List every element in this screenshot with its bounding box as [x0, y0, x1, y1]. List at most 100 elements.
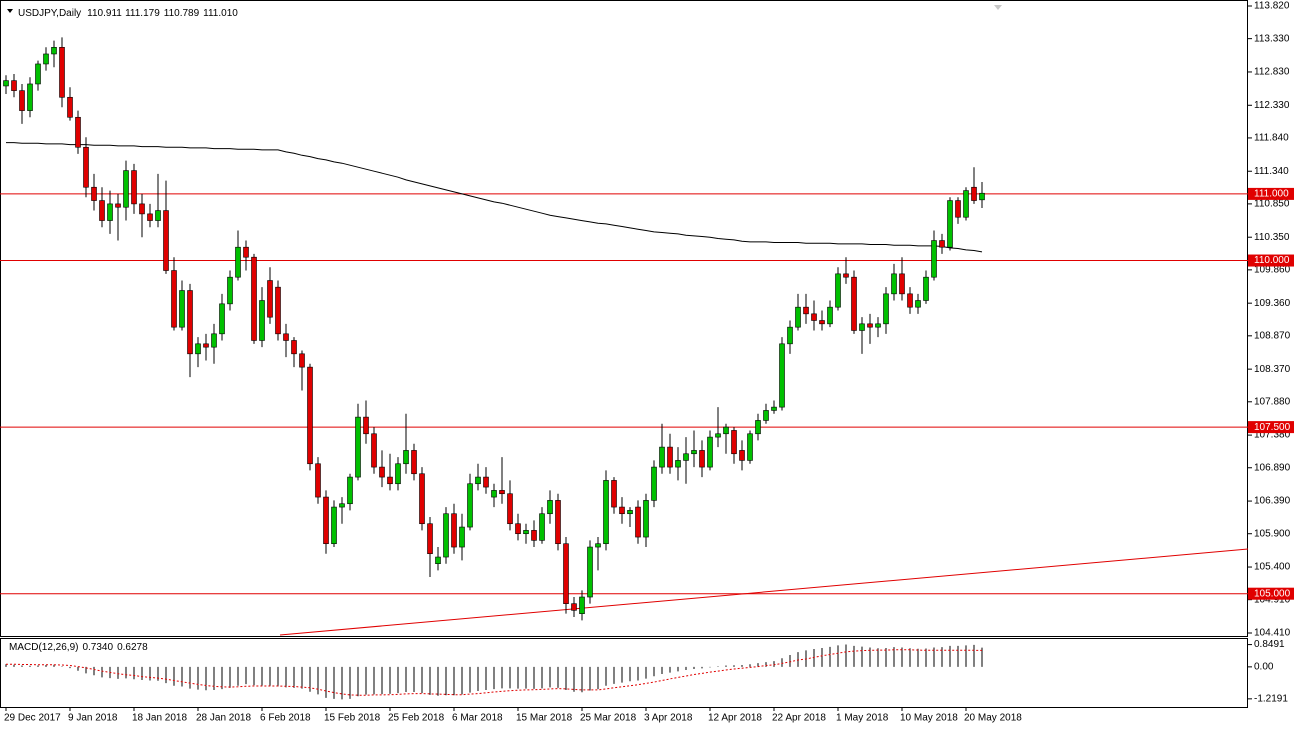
- candle-body: [147, 213, 153, 221]
- candle-body: [331, 506, 337, 545]
- macd-y-tick-label: -1.2191: [1254, 693, 1288, 704]
- level-label-box: [1248, 187, 1294, 200]
- candle-body: [819, 320, 825, 325]
- candle-body: [971, 186, 977, 201]
- candle-body: [555, 500, 561, 545]
- candle-body: [875, 323, 881, 328]
- candle-body: [539, 513, 545, 541]
- candle-body: [627, 510, 633, 515]
- candle-body: [379, 466, 385, 478]
- menu-arrow[interactable]: [7, 9, 13, 13]
- signal-value: 0.6278: [117, 642, 148, 653]
- candle-body: [715, 433, 721, 438]
- candle-body: [235, 246, 241, 278]
- candle-body: [483, 476, 489, 488]
- trend-line: [279, 548, 1249, 636]
- level-label-box: [1248, 421, 1294, 434]
- level-label: 110.000: [1254, 255, 1290, 266]
- candle-body: [467, 483, 473, 528]
- candle-body: [59, 47, 65, 98]
- candle-body: [139, 203, 145, 215]
- candle-body: [763, 410, 769, 421]
- candle-body: [723, 426, 729, 435]
- y-tick-label: 108.870: [1254, 330, 1291, 341]
- candle-body: [499, 490, 505, 495]
- y-tick-label: 105.900: [1254, 528, 1291, 539]
- level-label: 107.500: [1254, 422, 1291, 433]
- candle-body: [603, 480, 609, 545]
- candle-body: [651, 466, 657, 501]
- x-tick-label: 6 Mar 2018: [452, 713, 503, 724]
- candle-body: [187, 290, 193, 355]
- candle-body: [43, 53, 49, 65]
- candle-body: [363, 416, 369, 435]
- candle-body: [371, 433, 377, 468]
- candle-body: [451, 513, 457, 548]
- candle-body: [907, 293, 913, 308]
- candle-body: [91, 186, 97, 201]
- candle-body: [587, 546, 593, 598]
- low-value: 110.789: [164, 8, 200, 19]
- shift-marker: [994, 5, 1002, 10]
- y-tick-label: 104.410: [1254, 628, 1291, 639]
- x-tick-label: 18 Jan 2018: [132, 713, 187, 724]
- level-label: 105.000: [1254, 588, 1291, 599]
- y-tick-label: 110.350: [1254, 232, 1290, 243]
- candle-body: [931, 240, 937, 278]
- candle-body: [475, 476, 481, 485]
- y-tick-label: 112.330: [1254, 100, 1290, 111]
- candle-body: [51, 47, 57, 55]
- macd-frame: [0, 638, 1248, 708]
- candle-body: [547, 500, 553, 515]
- y-tick-label: 113.330: [1254, 33, 1290, 44]
- candle-body: [675, 460, 681, 468]
- candle-body: [307, 366, 313, 465]
- macd-header: MACD(12,26,9) 0.7340 0.6278: [9, 642, 148, 653]
- x-tick-label: 3 Apr 2018: [644, 713, 693, 724]
- candle-body: [515, 523, 521, 535]
- candle-body: [747, 433, 753, 461]
- open-value: 110.911: [87, 8, 122, 19]
- candle-body: [291, 340, 297, 355]
- candle-body: [523, 530, 529, 535]
- candle-body: [435, 556, 441, 565]
- candle-body: [195, 343, 201, 355]
- close-value: 111.010: [203, 8, 238, 19]
- candle-body: [323, 496, 329, 545]
- candle-body: [563, 543, 569, 604]
- candle-body: [771, 406, 777, 411]
- candle-body: [939, 240, 945, 248]
- chart-header: USDJPY,Daily 110.911 111.179 110.789 111.010: [18, 8, 238, 19]
- y-tick-label: 108.370: [1254, 364, 1291, 375]
- candle-body: [955, 200, 961, 218]
- x-tick-label: 15 Feb 2018: [324, 713, 381, 724]
- y-tick-label: 106.890: [1254, 462, 1291, 473]
- y-tick-label: 112.830: [1254, 67, 1290, 78]
- candle-body: [83, 146, 89, 188]
- candle-body: [755, 420, 761, 435]
- y-tick-label: 104.910: [1254, 594, 1291, 605]
- x-tick-label: 22 Apr 2018: [772, 713, 826, 724]
- candle-body: [619, 506, 625, 515]
- candle-body: [507, 493, 513, 525]
- candle-body: [779, 343, 785, 408]
- candle-body: [355, 416, 361, 478]
- candle-body: [107, 203, 113, 221]
- y-tick-label: 107.380: [1254, 430, 1291, 441]
- macd-value: 0.7340: [82, 642, 113, 653]
- y-tick-label: 107.880: [1254, 396, 1291, 407]
- candle-body: [299, 353, 305, 368]
- candle-body: [851, 276, 857, 331]
- x-tick-label: 28 Jan 2018: [196, 713, 251, 724]
- candle-body: [787, 326, 793, 345]
- candle-body: [611, 480, 617, 508]
- candle-body: [283, 333, 289, 341]
- candle-body: [123, 170, 129, 208]
- high-value: 111.179: [125, 8, 160, 19]
- candle-body: [419, 473, 425, 525]
- candle-body: [203, 343, 209, 348]
- level-label-box: [1248, 254, 1294, 267]
- candle-body: [595, 543, 601, 548]
